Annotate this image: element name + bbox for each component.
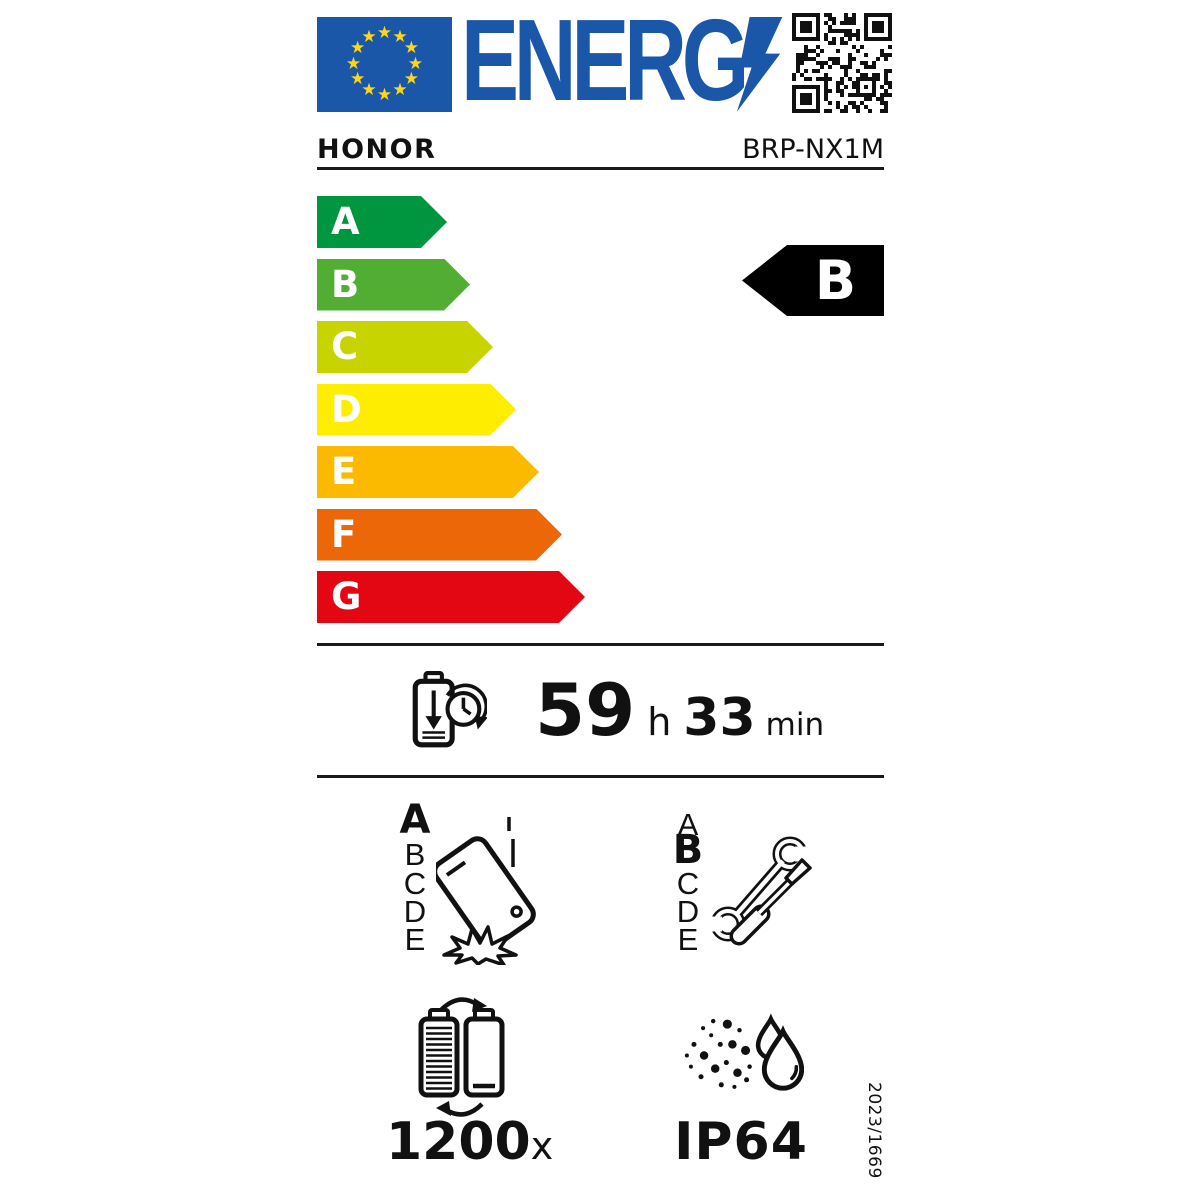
brand-name: HONOR bbox=[317, 134, 437, 165]
free-fall-class-C: C bbox=[403, 866, 427, 901]
phone-drop-icon bbox=[436, 815, 541, 965]
repairability-class-C: C bbox=[676, 866, 700, 901]
eu-star: ★ bbox=[361, 26, 377, 47]
energy-class-letter: C bbox=[331, 325, 359, 368]
energy-class-letter: D bbox=[331, 387, 362, 431]
energy-class-letter: E bbox=[331, 450, 357, 493]
model-identifier: BRP-NX1M bbox=[742, 134, 884, 165]
cycles-number: 1200 bbox=[386, 1112, 531, 1172]
endurance-hours-unit: h bbox=[647, 700, 672, 744]
eu-star: ★ bbox=[350, 69, 366, 89]
divider bbox=[317, 775, 884, 778]
regulation-number: 2023/1669 bbox=[864, 1082, 884, 1179]
energy-class-arrow-C: C bbox=[317, 321, 493, 373]
eu-star: ★ bbox=[392, 80, 408, 101]
endurance-hours: 59 bbox=[535, 668, 636, 752]
energy-class-letter: B bbox=[331, 262, 360, 306]
endurance-minutes: 33 bbox=[683, 688, 756, 748]
energy-class-arrow-B: B bbox=[317, 259, 470, 311]
eu-star: ★ bbox=[403, 38, 419, 58]
eu-star: ★ bbox=[361, 80, 377, 101]
eu-star: ★ bbox=[376, 84, 393, 105]
divider bbox=[317, 167, 884, 170]
repair-tools-icon bbox=[703, 833, 828, 948]
battery-cycles-value: 1200x bbox=[386, 1112, 553, 1172]
battery-cycles-icon bbox=[414, 996, 509, 1118]
eu-flag-icon: ★ ★ ★ ★ ★ ★ ★ ★ ★ ★ ★ ★ bbox=[317, 17, 452, 112]
free-fall-class-E: E bbox=[404, 922, 426, 957]
qr-code bbox=[792, 13, 892, 113]
energy-class-arrow-F: F bbox=[317, 509, 562, 561]
brand-row: HONOR BRP-NX1M bbox=[317, 134, 884, 165]
energ-logo-text: ENERG bbox=[461, 0, 749, 125]
eu-star: ★ bbox=[376, 22, 393, 43]
energy-class-arrow-E: E bbox=[317, 446, 539, 498]
energy-rating-letter: B bbox=[814, 249, 857, 312]
eu-star: ★ bbox=[345, 53, 362, 74]
cycles-unit: x bbox=[530, 1124, 554, 1168]
energy-class-arrow-G: G bbox=[317, 571, 585, 623]
free-fall-class-B: B bbox=[404, 837, 426, 872]
eu-star: ★ bbox=[403, 69, 419, 89]
energy-class-letter: F bbox=[331, 512, 357, 556]
repairability-class-B-selected: B bbox=[672, 827, 704, 873]
free-fall-class-A-selected: A bbox=[399, 797, 431, 843]
energy-class-arrow-A: A bbox=[317, 196, 447, 248]
eu-star: ★ bbox=[350, 38, 366, 58]
endurance-minutes-unit: min bbox=[765, 707, 825, 743]
eu-star: ★ bbox=[392, 26, 408, 47]
eu-star: ★ bbox=[407, 53, 424, 74]
battery-endurance-clock-icon bbox=[405, 670, 487, 752]
dust-water-icon bbox=[676, 1013, 804, 1099]
energy-class-letter: G bbox=[331, 575, 362, 618]
repairability-class-E: E bbox=[677, 922, 699, 957]
lightning-bolt-icon bbox=[736, 17, 783, 112]
battery-endurance-value: 59 h 33 min bbox=[535, 668, 825, 752]
free-fall-class-D: D bbox=[403, 894, 427, 929]
ip-rating-value: IP64 bbox=[674, 1112, 808, 1172]
energy-class-letter: A bbox=[331, 200, 360, 243]
energy-class-arrow-D: D bbox=[317, 384, 516, 436]
repairability-class-A: A bbox=[677, 807, 699, 842]
divider bbox=[317, 643, 884, 646]
repairability-class-D: D bbox=[676, 894, 700, 929]
